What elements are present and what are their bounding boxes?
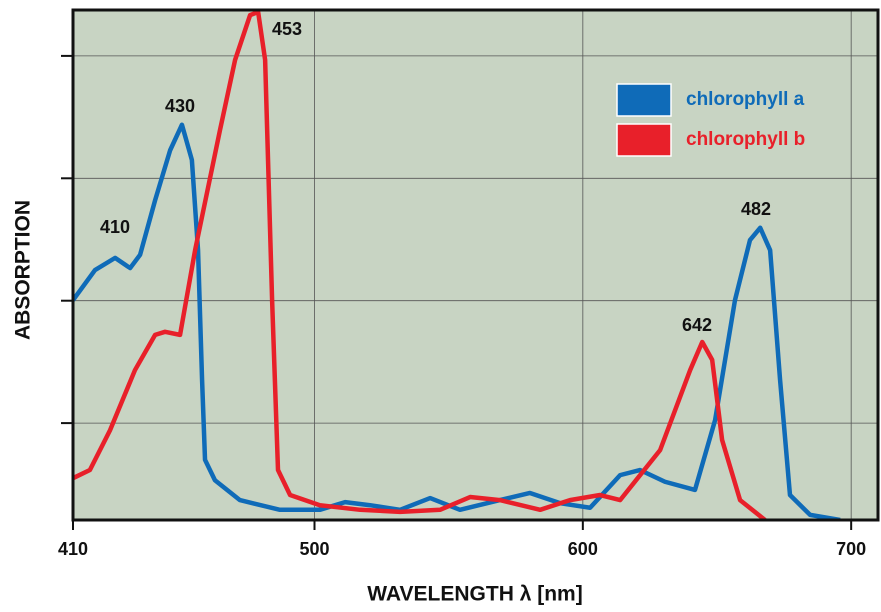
peak-label: 453 [272,19,302,39]
legend-swatch [616,123,672,157]
x-tick-label: 600 [568,539,598,559]
y-axis-label: ABSORPTION [12,200,35,340]
plot-frame [71,8,880,522]
x-tick-label: 410 [58,539,88,559]
peak-label: 482 [741,199,771,219]
series-line [73,10,767,520]
legend-label: chlorophyll a [686,89,805,110]
series-line [73,122,841,520]
peak-label: 642 [682,315,712,335]
peak-label: 430 [165,96,195,116]
legend-swatch [616,83,672,117]
peak-label: 410 [100,217,130,237]
x-tick-label: 700 [836,539,866,559]
x-tick-label: 500 [299,539,329,559]
legend-label: chlorophyll b [686,129,805,150]
x-axis-label: WAVELENGTH λ [nm] [367,583,582,606]
plot-area [73,10,878,520]
